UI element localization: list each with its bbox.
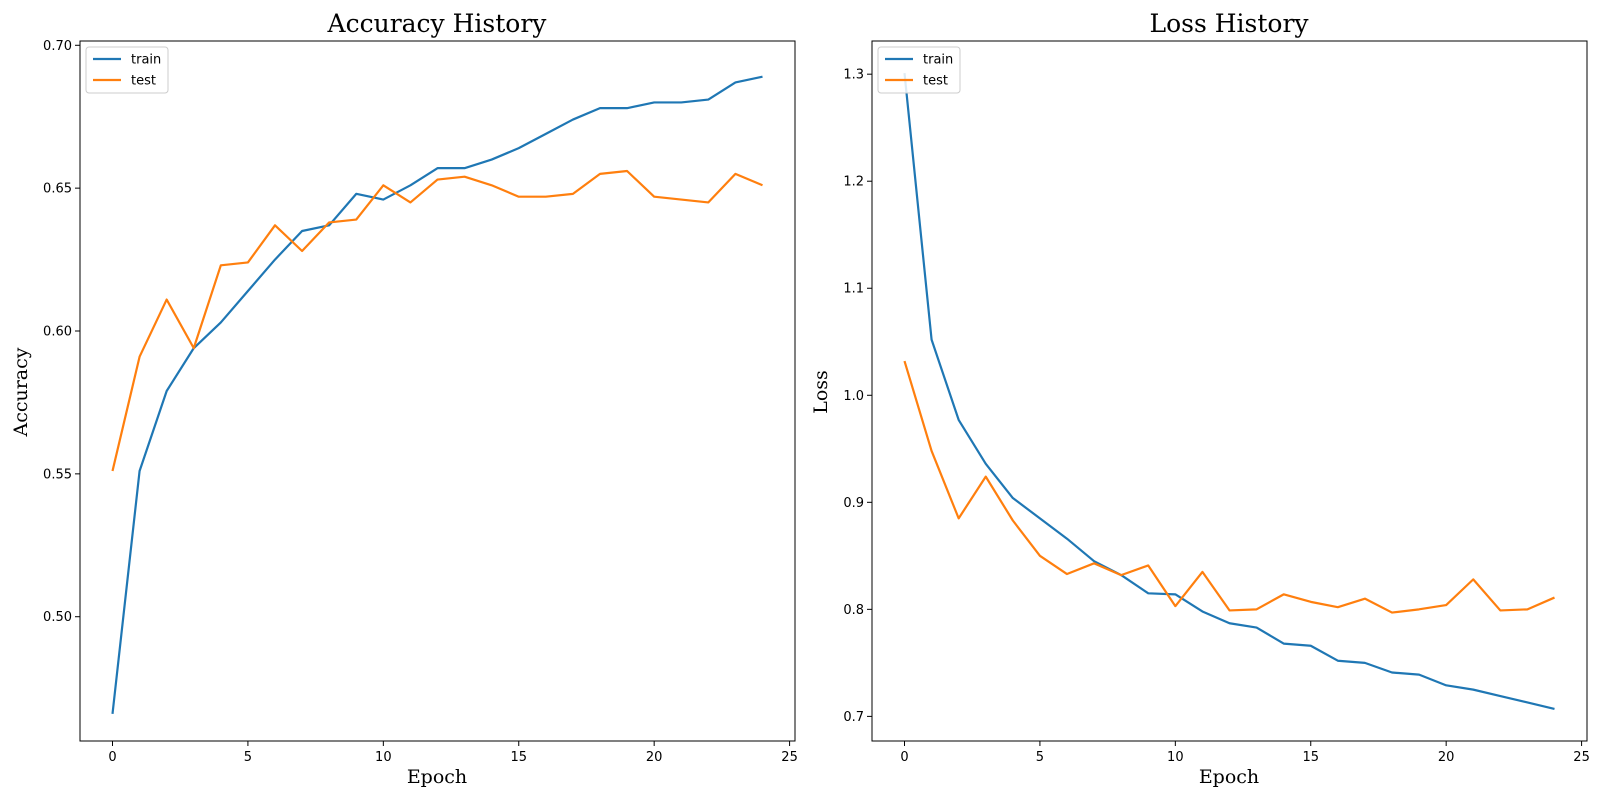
accuracy-plot-area: 0 5 10 15 20 25 0.50 0.55 0.60 0.65 0.70 train test <box>43 39 798 765</box>
loss-y-axis-label: Loss <box>810 370 832 414</box>
loss-x-axis-label: Epoch <box>1199 766 1259 788</box>
loss-y-tick-label: 1.3 <box>843 68 864 83</box>
loss-x-tick-label: 25 <box>1573 750 1590 765</box>
accuracy-x-tick-label: 5 <box>244 750 252 765</box>
accuracy-legend-label-test: test <box>131 74 156 89</box>
loss-x-tick-label: 5 <box>1036 750 1044 765</box>
loss-y-tick-label: 1.2 <box>843 175 864 190</box>
loss-train-series-line <box>903 72 1555 710</box>
loss-legend-label-test: test <box>923 74 948 89</box>
loss-test-series-line <box>903 360 1555 614</box>
loss-chart-title: Loss History <box>1149 9 1309 38</box>
accuracy-y-tick-label: 0.70 <box>43 39 72 54</box>
accuracy-legend: train test <box>85 46 169 94</box>
accuracy-y-tick-label: 0.55 <box>43 467 72 482</box>
loss-legend: train test <box>877 46 961 94</box>
loss-axes-frame <box>871 40 1588 742</box>
loss-x-tick-label: 15 <box>1302 750 1319 765</box>
accuracy-chart-title: Accuracy History <box>327 9 548 38</box>
accuracy-y-axis-label: Accuracy <box>10 347 32 437</box>
accuracy-test-series-line <box>111 169 763 472</box>
accuracy-x-tick-label: 10 <box>375 750 392 765</box>
loss-x-tick-label: 10 <box>1167 750 1184 765</box>
accuracy-x-tick-label: 15 <box>510 750 527 765</box>
accuracy-y-tick-label: 0.50 <box>43 610 72 625</box>
loss-y-tick-label: 1.0 <box>843 389 864 404</box>
accuracy-x-axis-label: Epoch <box>407 766 467 788</box>
accuracy-axes-frame <box>79 40 796 742</box>
accuracy-legend-label-train: train <box>131 53 161 68</box>
accuracy-y-tick-label: 0.65 <box>43 182 72 197</box>
loss-chart: Loss History 0 5 10 15 20 25 0.7 0.8 0.9 1.0 1.1 1.… <box>810 9 1590 788</box>
loss-y-tick-label: 1.1 <box>843 282 864 297</box>
accuracy-y-tick-label: 0.60 <box>43 325 72 340</box>
loss-x-tick-label: 20 <box>1438 750 1455 765</box>
accuracy-x-tick-label: 0 <box>108 750 116 765</box>
loss-x-tick-label: 0 <box>900 750 908 765</box>
accuracy-chart: Accuracy History 0 5 10 15 20 250.500.550.600… <box>10 9 798 788</box>
loss-legend-label-train: train <box>923 53 953 68</box>
loss-y-tick-label: 0.8 <box>843 603 864 618</box>
loss-y-tick-label: 0.9 <box>843 496 864 511</box>
accuracy-x-tick-label: 25 <box>781 750 798 765</box>
loss-plot-area: 0 5 10 15 20 25 0.7 0.8 0.9 1.0 1.1 1.2 1.3 train test <box>843 40 1590 765</box>
loss-y-tick-label: 0.7 <box>843 710 864 725</box>
accuracy-x-tick-label: 20 <box>646 750 663 765</box>
accuracy-train-series-line <box>111 75 763 714</box>
